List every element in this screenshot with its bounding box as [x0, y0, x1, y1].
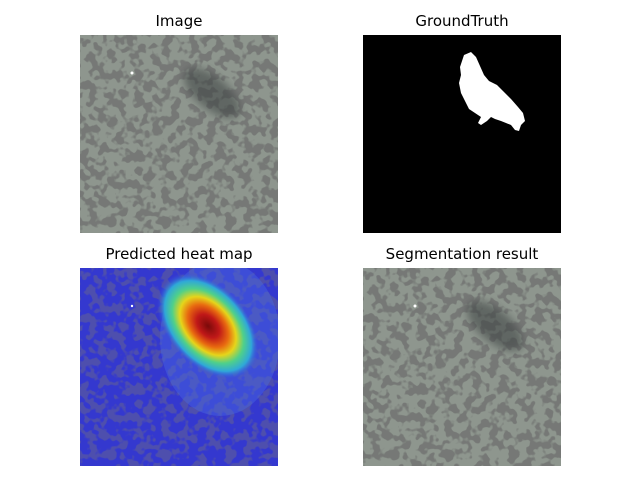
segmentation-image — [363, 268, 561, 466]
groundtruth-panel-title: GroundTruth — [415, 12, 509, 30]
mask-image — [363, 35, 561, 233]
heatmap-panel-title: Predicted heat map — [105, 245, 253, 263]
segmentation-panel-title: Segmentation result — [385, 245, 539, 263]
texture-image — [80, 35, 278, 233]
image-panel-title: Image — [155, 12, 203, 30]
heatmap-image — [80, 268, 278, 466]
